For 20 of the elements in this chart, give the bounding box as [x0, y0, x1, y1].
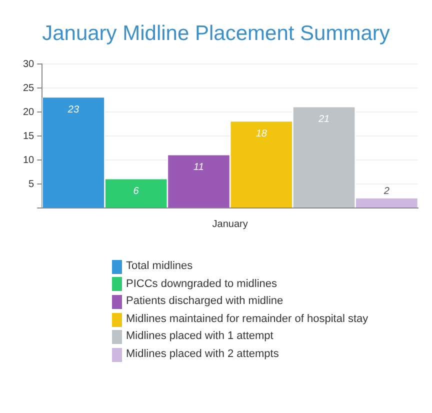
- data-label: 18: [256, 128, 268, 140]
- legend-label: Total midlines: [126, 259, 193, 274]
- y-tick-label: 20: [23, 106, 35, 118]
- y-tick-label: 15: [23, 130, 35, 142]
- chart-title: January Midline Placement Summary: [41, 22, 391, 46]
- data-label: 2: [382, 186, 390, 198]
- legend-label: PICCs downgraded to midlines: [126, 276, 278, 292]
- legend-label: Midlines placed with 2 attempts: [126, 346, 279, 362]
- legend-label: Patients discharged with midline: [126, 294, 284, 310]
- x-tick-label: January: [212, 218, 248, 230]
- y-tick-label: 5: [28, 178, 35, 190]
- legend-label: Midlines placed with 1 attempt: [126, 329, 274, 344]
- data-label: 11: [194, 162, 204, 173]
- data-label: 6: [133, 186, 140, 197]
- y-tick-label: 10: [23, 154, 35, 166]
- y-tick-label: 25: [23, 82, 35, 94]
- legend-label: Midlines maintained for remainder of hospital stay: [126, 312, 368, 327]
- data-label: 23: [66, 104, 80, 116]
- y-tick-label: 30: [23, 58, 35, 70]
- data-label: 21: [317, 114, 330, 125]
